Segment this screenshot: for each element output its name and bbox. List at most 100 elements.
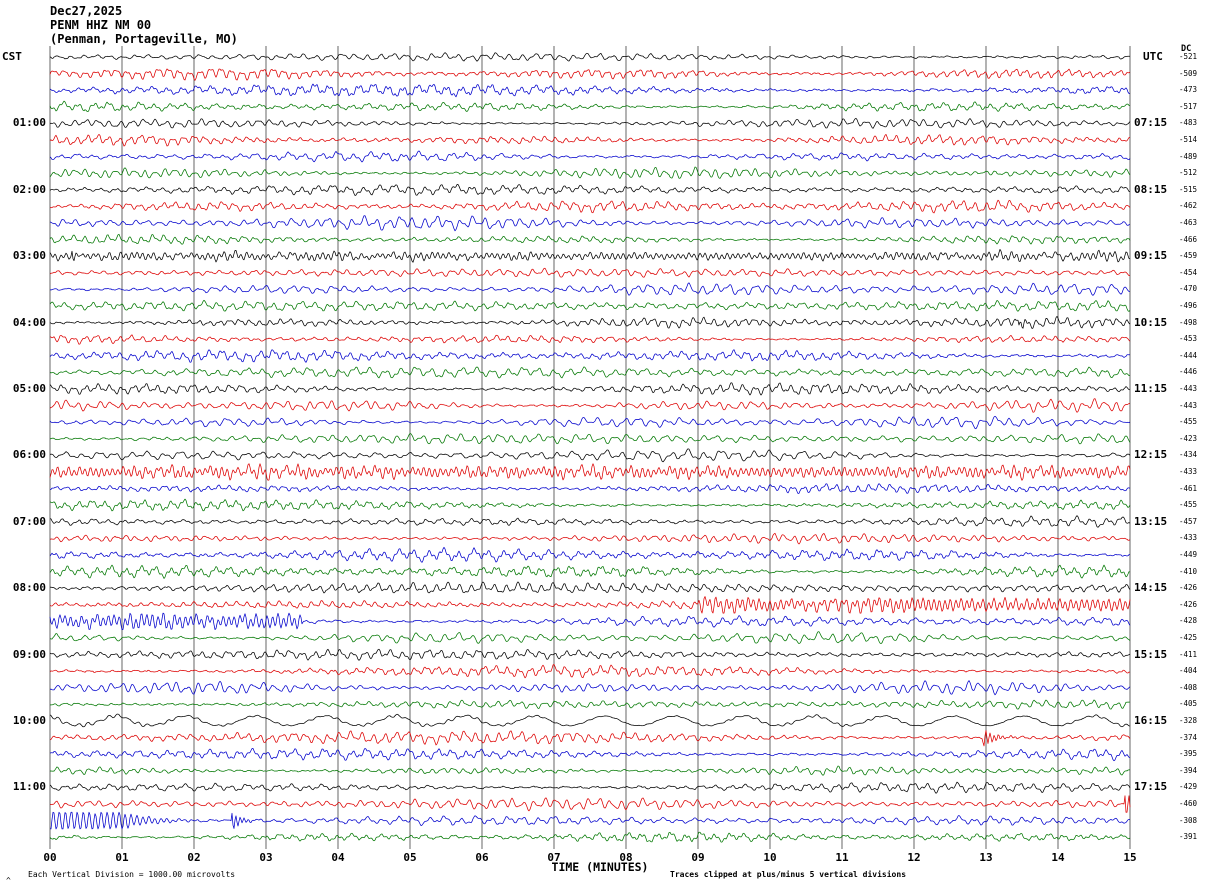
location-label: (Penman, Portageville, MO) — [50, 32, 238, 46]
x-tick-label-04: 04 — [331, 851, 345, 864]
dc-value-row-13: -454 — [1179, 267, 1198, 277]
trace-row-7 — [49, 166, 1131, 179]
trace-row-27 — [49, 498, 1131, 512]
dc-value-row-21: -443 — [1179, 400, 1198, 410]
x-tick-label-03: 03 — [259, 851, 273, 864]
dc-value-row-18: -444 — [1179, 350, 1198, 360]
x-tick-label-13: 13 — [979, 851, 993, 864]
x-tick-label-08: 08 — [619, 851, 633, 864]
dc-value-row-46: -308 — [1179, 815, 1198, 825]
dc-value-row-29: -433 — [1179, 533, 1198, 543]
x-tick-label-14: 14 — [1051, 851, 1065, 864]
trace-row-36 — [49, 648, 1131, 661]
left-time-label-05:00: 05:00 — [12, 382, 46, 395]
left-time-label-09:00: 09:00 — [12, 647, 46, 661]
date-label: Dec27,2025 — [50, 4, 123, 18]
x-axis-title: TIME (MINUTES) — [551, 860, 649, 874]
dc-value-row-41: -374 — [1179, 732, 1198, 742]
trace-row-13 — [49, 267, 1130, 278]
trace-row-23 — [49, 433, 1131, 445]
dc-value-row-36: -411 — [1179, 649, 1198, 659]
dc-value-row-19: -446 — [1179, 367, 1198, 377]
right-time-label-10:15: 10:15 — [1134, 315, 1168, 329]
dc-value-row-42: -395 — [1179, 749, 1198, 759]
dc-value-row-30: -449 — [1179, 550, 1198, 559]
trace-row-30 — [49, 546, 1131, 563]
trace-row-25 — [49, 463, 1131, 481]
dc-value-row-7: -512 — [1179, 168, 1198, 178]
left-time-label-11:00: 11:00 — [12, 780, 46, 794]
trace-row-2 — [49, 83, 1131, 98]
dc-value-row-34: -428 — [1179, 616, 1198, 626]
dc-value-row-23: -423 — [1179, 433, 1198, 443]
dc-value-row-32: -426 — [1179, 583, 1198, 593]
dc-value-row-24: -434 — [1179, 450, 1198, 460]
trace-row-39 — [49, 699, 1131, 710]
dc-value-row-33: -426 — [1179, 599, 1198, 609]
x-tick-label-09: 09 — [691, 851, 705, 864]
trace-row-46 — [50, 811, 1131, 830]
x-tick-label-15: 15 — [1123, 851, 1137, 864]
right-time-label-11:15: 11:15 — [1134, 382, 1168, 395]
trace-row-20 — [49, 382, 1131, 396]
trace-row-34 — [49, 612, 1131, 631]
x-tick-label-07: 07 — [547, 851, 561, 864]
trace-row-40 — [49, 713, 1131, 728]
dc-value-row-12: -459 — [1179, 251, 1198, 261]
left-time-label-08:00: 08:00 — [12, 581, 46, 595]
right-time-label-08:15: 08:15 — [1134, 182, 1168, 196]
right-time-label-17:15: 17:15 — [1134, 780, 1168, 794]
trace-row-11 — [49, 233, 1131, 245]
dc-value-row-14: -470 — [1179, 284, 1198, 294]
dc-value-row-15: -496 — [1179, 301, 1198, 310]
trace-row-9 — [49, 199, 1131, 214]
utc-axis-label: UTC — [1143, 50, 1163, 63]
trace-row-0 — [49, 52, 1130, 62]
right-time-label-13:15: 13:15 — [1134, 514, 1168, 528]
x-tick-label-00: 00 — [43, 851, 57, 864]
trace-row-6 — [49, 150, 1131, 163]
trace-row-22 — [49, 415, 1131, 430]
dc-value-row-47: -391 — [1179, 832, 1198, 842]
dc-value-row-38: -408 — [1179, 682, 1198, 692]
right-time-label-09:15: 09:15 — [1134, 249, 1168, 263]
dc-value-row-2: -473 — [1179, 85, 1198, 95]
dc-value-row-3: -517 — [1179, 101, 1198, 111]
right-time-label-16:15: 16:15 — [1134, 714, 1168, 727]
dc-value-row-8: -515 — [1179, 184, 1198, 194]
trace-row-41 — [49, 730, 1131, 747]
dc-value-row-35: -425 — [1179, 633, 1198, 642]
dc-value-row-22: -455 — [1179, 417, 1198, 427]
trace-row-32 — [49, 581, 1131, 594]
dc-value-row-37: -404 — [1179, 666, 1198, 676]
trace-row-18 — [49, 349, 1131, 363]
dc-value-row-0: -521 — [1179, 52, 1198, 61]
dc-value-row-40: -328 — [1179, 716, 1198, 725]
dc-value-row-11: -466 — [1179, 234, 1198, 244]
dc-value-row-28: -457 — [1179, 516, 1198, 526]
trace-row-45 — [49, 795, 1131, 813]
station-label: PENM HHZ NM 00 — [50, 18, 152, 32]
dc-value-row-20: -443 — [1179, 384, 1198, 393]
dc-value-row-17: -453 — [1179, 334, 1198, 344]
trace-row-37 — [49, 664, 1131, 679]
trace-row-3 — [49, 100, 1131, 113]
trace-row-4 — [49, 117, 1131, 129]
trace-row-21 — [49, 398, 1131, 413]
x-tick-label-11: 11 — [835, 851, 849, 864]
trace-row-38 — [49, 680, 1131, 696]
trace-row-1 — [49, 68, 1131, 81]
trace-row-19 — [49, 366, 1130, 379]
trace-row-44 — [49, 781, 1131, 794]
trace-row-43 — [49, 765, 1131, 776]
trace-row-28 — [49, 515, 1131, 528]
x-tick-label-06: 06 — [475, 851, 489, 864]
right-time-label-14:15: 14:15 — [1134, 581, 1168, 595]
trace-row-47 — [49, 831, 1131, 843]
dc-value-row-1: -509 — [1179, 68, 1198, 78]
trace-row-33 — [49, 596, 1131, 614]
dc-value-row-27: -455 — [1179, 500, 1198, 510]
dc-value-row-5: -514 — [1179, 135, 1198, 144]
